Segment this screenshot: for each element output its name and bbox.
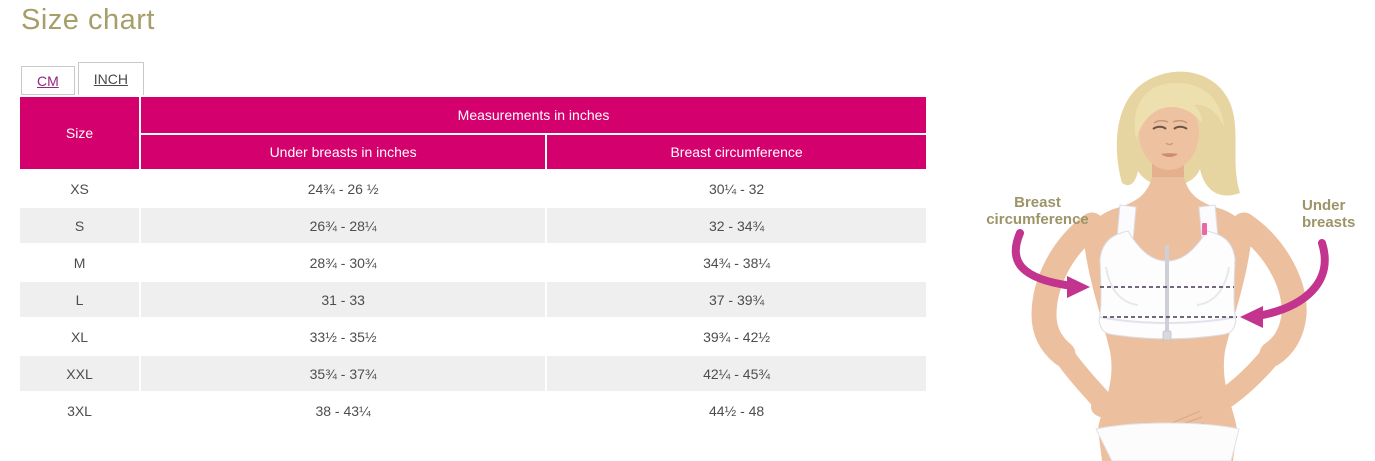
under-breasts-cell: 33½ - 35½ [141, 319, 546, 354]
bra [1098, 204, 1237, 341]
under-breasts-cell: 24¾ - 26 ½ [141, 171, 546, 206]
breast-circumference-label: Breast circumference [986, 194, 1089, 228]
brand-tag [1202, 223, 1207, 235]
size-cell: S [20, 208, 140, 243]
under-breasts-cell: 31 - 33 [141, 282, 546, 317]
tab-cm[interactable]: CM [21, 66, 75, 95]
breast-circumference-arrow-icon [1011, 229, 1090, 298]
face [1139, 96, 1199, 170]
table-row: 3XL 38 - 43¼ 44½ - 48 [20, 393, 926, 428]
breast-circumference-cell: 39¾ - 42½ [547, 319, 926, 354]
breast-circumference-cell: 42¼ - 45¾ [547, 356, 926, 391]
breast-circumference-column-header: Breast circumference [547, 135, 926, 169]
under-breasts-cell: 28¾ - 30¾ [141, 245, 546, 280]
under-breasts-cell: 35¾ - 37¾ [141, 356, 546, 391]
breast-circumference-cell: 30¼ - 32 [547, 171, 926, 206]
panties [1095, 422, 1240, 461]
breast-circumference-cell: 37 - 39¾ [547, 282, 926, 317]
table-row: XS 24¾ - 26 ½ 30¼ - 32 [20, 171, 926, 206]
size-cell: XXL [20, 356, 140, 391]
size-cell: 3XL [20, 393, 140, 428]
size-table: Size Measurements in inches Under breast… [18, 95, 928, 430]
tab-inch[interactable]: INCH [77, 62, 145, 95]
under-breasts-label: Under breasts [1302, 197, 1356, 231]
breast-circumference-cell: 34¾ - 38¼ [547, 245, 926, 280]
tab-cm-label: CM [37, 72, 59, 89]
tab-inch-label: INCH [93, 71, 129, 87]
table-row: M 28¾ - 30¾ 34¾ - 38¼ [20, 245, 926, 280]
size-cell: XL [20, 319, 140, 354]
under-breasts-cell: 26¾ - 28¼ [141, 208, 546, 243]
size-cell: M [20, 245, 140, 280]
under-breasts-cell: 38 - 43¼ [141, 393, 546, 428]
page-title: Size chart [21, 4, 155, 36]
measurement-guide-figure: Breast circumference Under breasts [950, 55, 1375, 461]
breast-circumference-cell: 32 - 34¾ [547, 208, 926, 243]
woman-figure-illustration [1011, 71, 1329, 461]
measurements-group-header: Measurements in inches [141, 97, 926, 133]
breast-circumference-cell: 44½ - 48 [547, 393, 926, 428]
unit-tabs: CM INCH [21, 62, 147, 95]
table-row: XL 33½ - 35½ 39¾ - 42½ [20, 319, 926, 354]
size-cell: L [20, 282, 140, 317]
under-breasts-column-header: Under breasts in inches [141, 135, 546, 169]
bangs [1134, 82, 1224, 139]
table-row: XXL 35¾ - 37¾ 42¼ - 45¾ [20, 356, 926, 391]
table-row: L 31 - 33 37 - 39¾ [20, 282, 926, 317]
hand-on-hip [1091, 396, 1121, 418]
table-row: S 26¾ - 28¼ 32 - 34¾ [20, 208, 926, 243]
size-column-header: Size [20, 97, 140, 169]
size-cell: XS [20, 171, 140, 206]
under-breasts-arrow-icon [1240, 239, 1329, 328]
